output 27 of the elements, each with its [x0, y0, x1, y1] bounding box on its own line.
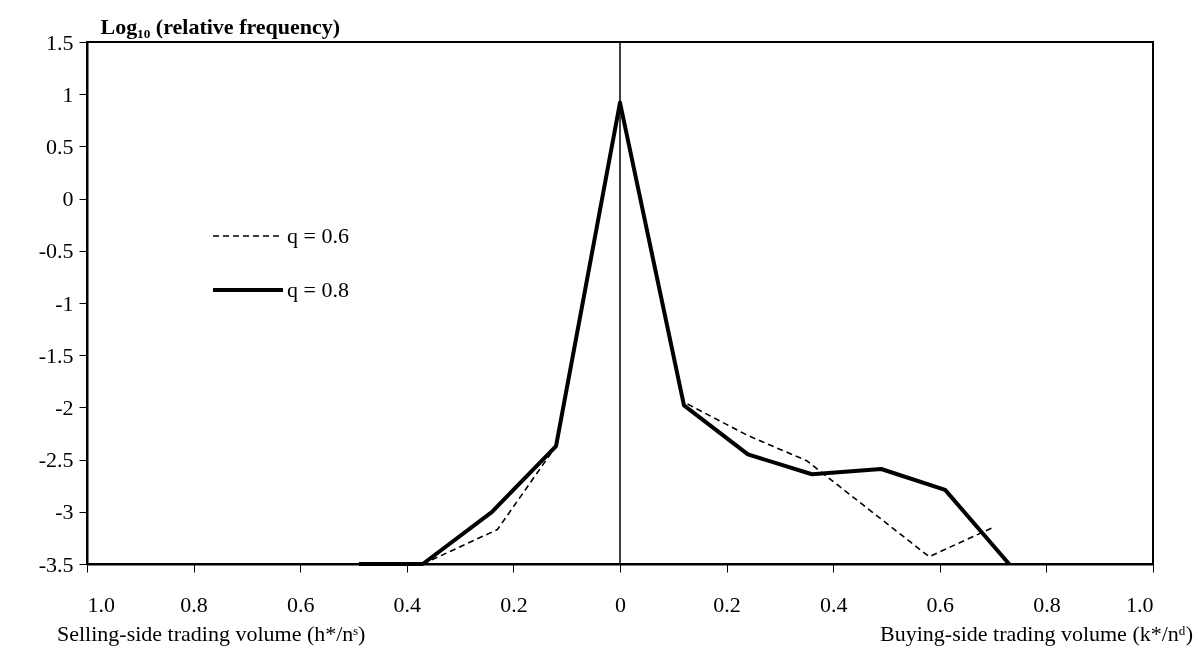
- x-tick-label: 0: [615, 591, 626, 617]
- y-tick-label: -0.5: [38, 238, 74, 264]
- x-tick-label: 0.8: [1033, 591, 1061, 617]
- y-tick-label: 1.5: [46, 29, 74, 55]
- y-tick-label: -2.5: [38, 447, 74, 473]
- y-tick-label: -3.5: [38, 551, 74, 577]
- y-tick-label: 0: [62, 186, 74, 212]
- y-tick-label: -1.5: [38, 342, 74, 368]
- x-tick-label: 0.4: [393, 591, 422, 617]
- x-tick-label: 1.0: [87, 591, 115, 617]
- x-tick-label: 0.6: [926, 591, 955, 617]
- y-tick-label: 1: [62, 81, 74, 107]
- x-tick-label: 0.4: [819, 591, 848, 617]
- legend-label: q = 0.8: [287, 277, 349, 302]
- y-tick-label: -1: [55, 290, 74, 316]
- y-axis-title: Log₁₀ (relative frequency): [100, 13, 341, 39]
- x-tick-label: 0.2: [500, 591, 528, 617]
- text: Selling-side trading volume (h*/nˢ): [57, 621, 366, 646]
- x-tick-label: 0.2: [713, 591, 741, 617]
- y-tick-label: -3: [55, 499, 74, 525]
- legend-label: q = 0.6: [287, 223, 349, 248]
- y-tick-label: 0.5: [46, 133, 74, 159]
- text: Buying-side trading volume (k*/nᵈ): [880, 621, 1193, 646]
- x-tick-label: 0.8: [180, 591, 208, 617]
- x-tick-label: 1.0: [1126, 591, 1154, 617]
- y-tick-label: -2: [55, 394, 74, 420]
- x-tick-label: 0.6: [286, 591, 315, 617]
